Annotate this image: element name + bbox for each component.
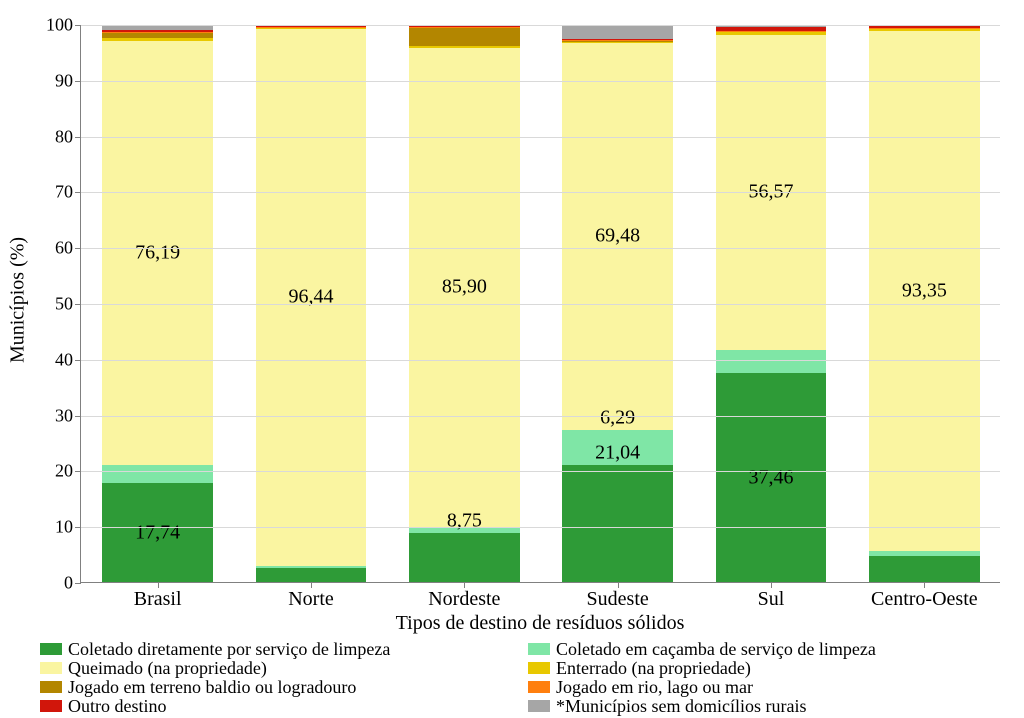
legend-swatch bbox=[528, 662, 550, 674]
bar-segment-rio_lago_mar bbox=[102, 32, 212, 33]
bar-segment-coletado_direto bbox=[869, 556, 979, 582]
legend-label: Jogado em terreno baldio ou logradouro bbox=[68, 678, 356, 697]
bar-segment-coletado_cacamba bbox=[869, 551, 979, 557]
bar-segment-coletado_cacamba bbox=[716, 350, 826, 373]
gridline bbox=[81, 81, 1000, 82]
data-label: 21,04 bbox=[562, 441, 672, 464]
y-axis-title: Municípios (%) bbox=[7, 237, 30, 363]
data-label: 8,75 bbox=[409, 510, 519, 533]
legend-item: Jogado em terreno baldio ou logradouro bbox=[40, 678, 512, 697]
y-tick-label: 60 bbox=[55, 238, 81, 259]
y-tick-label: 70 bbox=[55, 182, 81, 203]
bar-segment-enterrado bbox=[716, 32, 826, 35]
legend-swatch bbox=[40, 700, 62, 712]
legend-label: Jogado em rio, lago ou mar bbox=[556, 678, 753, 697]
plot-area: Brasil17,7476,19Norte96,44Nordeste8,7585… bbox=[80, 25, 1000, 583]
bar-segment-enterrado bbox=[256, 28, 366, 29]
bar-segment-terreno_baldio bbox=[102, 33, 212, 39]
stacked-bar-chart: Municípios (%) Brasil 17,74 76,19 Norte 96,4… bbox=[0, 0, 1024, 718]
y-tick-label: 0 bbox=[64, 573, 81, 594]
data-label: 96,44 bbox=[256, 286, 366, 309]
data-label: 85,90 bbox=[409, 276, 519, 299]
legend-swatch bbox=[40, 643, 62, 655]
y-tick-label: 10 bbox=[55, 517, 81, 538]
legend-swatch bbox=[40, 662, 62, 674]
gridline bbox=[81, 360, 1000, 361]
data-label: 17,74 bbox=[102, 521, 212, 544]
x-tick-label: Centro-Oeste bbox=[836, 582, 1013, 611]
legend-label: *Municípios sem domicílios rurais bbox=[556, 697, 806, 716]
gridline bbox=[81, 304, 1000, 305]
bar-segment-enterrado bbox=[562, 42, 672, 43]
legend-swatch bbox=[528, 700, 550, 712]
data-label: 37,46 bbox=[716, 466, 826, 489]
y-tick-label: 80 bbox=[55, 126, 81, 147]
y-tick-label: 20 bbox=[55, 461, 81, 482]
bar-segment-coletado_cacamba bbox=[102, 465, 212, 483]
bar-segment-terreno_baldio bbox=[409, 28, 519, 47]
bar-segment-sem_domicilios bbox=[562, 25, 672, 39]
bar-segment-terreno_baldio bbox=[256, 27, 366, 28]
gridline bbox=[81, 416, 1000, 417]
legend-swatch bbox=[528, 681, 550, 693]
y-tick-label: 40 bbox=[55, 349, 81, 370]
legend-label: Enterrado (na propriedade) bbox=[556, 659, 751, 678]
bar-segment-coletado_direto bbox=[256, 568, 366, 582]
legend-label: Coletado diretamente por serviço de limp… bbox=[68, 640, 390, 659]
x-tick-label: Brasil bbox=[69, 582, 246, 611]
legend: Coletado diretamente por serviço de limp… bbox=[40, 640, 1000, 716]
bar-segment-coletado_direto bbox=[409, 533, 519, 582]
legend-item: *Municípios sem domicílios rurais bbox=[528, 697, 1000, 716]
legend-item: Jogado em rio, lago ou mar bbox=[528, 678, 1000, 697]
bar-segment-coletado_cacamba bbox=[256, 566, 366, 568]
legend-label: Queimado (na propriedade) bbox=[68, 659, 267, 678]
x-tick-label: Sudeste bbox=[529, 582, 706, 611]
legend-label: Coletado em caçamba de serviço de limpez… bbox=[556, 640, 876, 659]
y-tick-label: 50 bbox=[55, 294, 81, 315]
legend-item: Coletado diretamente por serviço de limp… bbox=[40, 640, 512, 659]
x-tick-label: Norte bbox=[223, 582, 400, 611]
x-tick-label: Nordeste bbox=[376, 582, 553, 611]
bar-segment-outro bbox=[562, 39, 672, 40]
bar-segment-outro bbox=[869, 26, 979, 28]
data-label: 6,29 bbox=[562, 406, 672, 429]
legend-item: Queimado (na propriedade) bbox=[40, 659, 512, 678]
gridline bbox=[81, 137, 1000, 138]
x-axis-title: Tipos de destino de resíduos sólidos bbox=[80, 612, 1000, 635]
gridline bbox=[81, 248, 1000, 249]
bar-segment-enterrado bbox=[869, 29, 979, 31]
bar-segment-terreno_baldio bbox=[716, 31, 826, 32]
gridline bbox=[81, 192, 1000, 193]
gridline bbox=[81, 25, 1000, 26]
data-label: 76,19 bbox=[102, 242, 212, 265]
bar-segment-coletado_direto bbox=[562, 465, 672, 582]
legend-item: Outro destino bbox=[40, 697, 512, 716]
y-tick-label: 90 bbox=[55, 70, 81, 91]
bar-segment-enterrado bbox=[102, 38, 212, 41]
data-label: 69,48 bbox=[562, 225, 672, 248]
y-tick-label: 30 bbox=[55, 405, 81, 426]
legend-item: Coletado em caçamba de serviço de limpez… bbox=[528, 640, 1000, 659]
data-label: 93,35 bbox=[869, 279, 979, 302]
legend-item: Enterrado (na propriedade) bbox=[528, 659, 1000, 678]
gridline bbox=[81, 527, 1000, 528]
legend-label: Outro destino bbox=[68, 697, 167, 716]
legend-swatch bbox=[528, 643, 550, 655]
bar-segment-terreno_baldio bbox=[869, 28, 979, 29]
bar-segment-outro bbox=[716, 27, 826, 30]
gridline bbox=[81, 471, 1000, 472]
bar-segment-outro bbox=[102, 30, 212, 32]
bar-segment-enterrado bbox=[409, 46, 519, 48]
legend-swatch bbox=[40, 681, 62, 693]
x-tick-label: Sul bbox=[683, 582, 860, 611]
bar-segment-terreno_baldio bbox=[562, 41, 672, 42]
y-tick-label: 100 bbox=[46, 15, 81, 36]
